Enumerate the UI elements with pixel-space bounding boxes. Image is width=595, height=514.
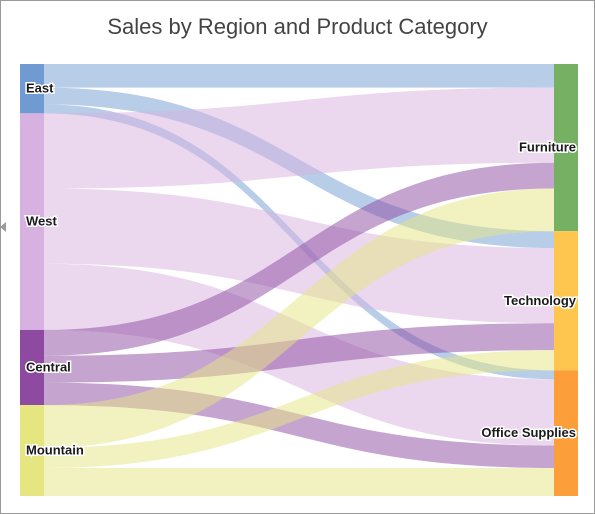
source-label-east: East: [26, 81, 54, 96]
nodes-layer: [20, 64, 578, 496]
source-label-west: West: [26, 214, 57, 229]
node-technology[interactable]: [554, 231, 578, 371]
node-east[interactable]: [20, 64, 44, 114]
link-central-technology[interactable]: [44, 323, 554, 383]
link-central-furniture[interactable]: [44, 162, 554, 356]
link-west-furniture[interactable]: [44, 87, 554, 189]
chart-title: Sales by Region and Product Category: [107, 14, 488, 39]
link-mountain-furniture[interactable]: [44, 188, 554, 448]
node-furniture[interactable]: [554, 64, 578, 232]
node-west[interactable]: [20, 113, 44, 330]
links-layer: [44, 64, 554, 496]
target-label-technology: Technology: [504, 293, 577, 308]
source-label-mountain: Mountain: [26, 443, 84, 458]
link-mountain-technology[interactable]: [44, 350, 554, 468]
target-label-office-supplies: Office Supplies: [481, 425, 576, 440]
link-east-furniture[interactable]: [44, 64, 554, 88]
node-office-supplies[interactable]: [554, 370, 578, 496]
node-central[interactable]: [20, 329, 44, 406]
labels-layer: East West Central Mountain Furniture Technolo…: [25, 79, 579, 459]
target-label-furniture: Furniture: [519, 140, 576, 155]
source-label-central: Central: [26, 360, 71, 375]
link-mountain-office-supplies[interactable]: [44, 467, 554, 496]
node-mountain[interactable]: [20, 405, 44, 496]
left-arrow-icon: [0, 222, 6, 232]
